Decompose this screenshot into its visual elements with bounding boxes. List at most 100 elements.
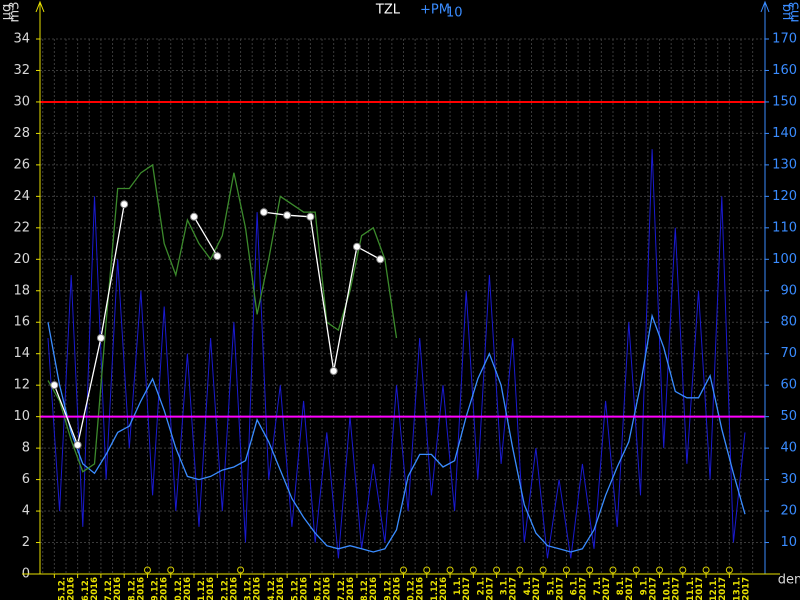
- x-tick-date: 24.12.: [267, 577, 277, 600]
- x-tick-year: 2017: [555, 577, 565, 600]
- x-tick-year: 2016: [229, 577, 239, 600]
- x-tick-year: 2017: [532, 577, 542, 600]
- y2-tick-label: 40: [780, 441, 797, 456]
- missing-marker: [679, 566, 687, 574]
- daily-point: [329, 367, 338, 376]
- missing-marker: [632, 566, 640, 574]
- y2-tick-label: 120: [772, 189, 797, 204]
- x-tick-label: 11.1. 2017: [686, 577, 705, 600]
- x-tick-label: 31.12. 2016: [430, 577, 449, 600]
- x-tick-label: 16.12. 2016: [81, 577, 100, 600]
- daily-point: [306, 212, 315, 221]
- x-tick-label: 1.1. 2017: [453, 577, 472, 600]
- x-tick-date: 23.12.: [244, 577, 254, 600]
- x-tick-year: 2017: [695, 577, 705, 600]
- x-tick-date: 20.12.: [174, 577, 184, 600]
- x-tick-year: 2017: [602, 577, 612, 600]
- x-tick-date: 18.12.: [127, 577, 137, 600]
- y2-tick-label: 50: [780, 409, 797, 424]
- y2-tick-label: 70: [780, 346, 797, 361]
- x-tick-label: 12.1. 2017: [709, 577, 728, 600]
- x-tick-date: 7.1.: [593, 577, 603, 595]
- y-tick-label: 30: [13, 94, 30, 109]
- x-tick-label: 24.12. 2016: [267, 577, 286, 600]
- x-label: den: [778, 573, 800, 588]
- x-tick-year: 2016: [369, 577, 379, 600]
- x-tick-label: 19.12. 2016: [151, 577, 170, 600]
- y-tick-label: 16: [13, 315, 30, 330]
- y-tick-label: 22: [13, 220, 30, 235]
- y2-tick-label: 160: [772, 63, 797, 78]
- missing-marker: [586, 566, 594, 574]
- x-tick-date: 25.12.: [290, 577, 300, 600]
- daily-point: [73, 440, 82, 449]
- y-tick-label: 32: [13, 63, 30, 78]
- x-tick-date: 5.1.: [546, 577, 556, 595]
- missing-marker: [237, 566, 245, 574]
- x-tick-label: 22.12. 2016: [220, 577, 239, 600]
- y2-tick-label: 20: [780, 504, 797, 519]
- series-line: [47, 163, 398, 473]
- daily-point: [96, 333, 105, 342]
- x-tick-label: 8.1. 2017: [616, 577, 635, 600]
- daily-point: [283, 211, 292, 220]
- daily-point: [259, 208, 268, 217]
- missing-marker: [423, 566, 431, 574]
- y-tick-label: 18: [13, 283, 30, 298]
- y2-tick-label: 80: [780, 315, 797, 330]
- x-tick-date: 3.1.: [500, 577, 510, 595]
- x-tick-label: 3.1. 2017: [500, 577, 519, 600]
- x-tick-year: 2016: [67, 577, 77, 600]
- x-tick-label: 7.1. 2017: [593, 577, 612, 600]
- missing-marker: [725, 566, 733, 574]
- x-tick-label: 29.12. 2016: [383, 577, 402, 600]
- x-tick-year: 2016: [276, 577, 286, 600]
- missing-marker: [562, 566, 570, 574]
- y-unit: m3: [8, 2, 23, 23]
- x-tick-label: 6.1. 2017: [570, 577, 589, 600]
- y-tick-label: 34: [13, 32, 30, 47]
- x-tick-year: 2017: [648, 577, 658, 600]
- x-tick-label: 28.12. 2016: [360, 577, 379, 600]
- missing-marker: [609, 566, 617, 574]
- x-tick-date: 6.1.: [570, 577, 580, 595]
- x-tick-date: 21.12.: [197, 577, 207, 600]
- x-tick-year: 2016: [206, 577, 216, 600]
- missing-marker: [143, 566, 151, 574]
- y2-tick-label: 110: [772, 220, 797, 235]
- x-tick-label: 18.12. 2016: [127, 577, 146, 600]
- y2-unit: m3: [788, 2, 800, 23]
- x-tick-date: 2.1.: [476, 577, 486, 595]
- x-tick-year: 2016: [346, 577, 356, 600]
- daily-point: [352, 242, 361, 251]
- x-tick-label: 20.12. 2016: [174, 577, 193, 600]
- y2-tick-label: 60: [780, 378, 797, 393]
- x-tick-year: 2016: [183, 577, 193, 600]
- y-tick-label: 2: [22, 535, 30, 550]
- missing-marker: [516, 566, 524, 574]
- y-tick-label: 14: [13, 346, 30, 361]
- x-tick-label: 27.12. 2016: [337, 577, 356, 600]
- x-tick-year: 2016: [323, 577, 333, 600]
- x-tick-date: 8.1.: [616, 577, 626, 595]
- y2-tick-label: 90: [780, 283, 797, 298]
- y2-unit: µg: [780, 4, 795, 21]
- x-tick-label: 15.12. 2016: [58, 577, 77, 600]
- x-tick-date: 29.12.: [383, 577, 393, 600]
- missing-marker: [702, 566, 710, 574]
- x-tick-year: 2016: [253, 577, 263, 600]
- daily-point: [120, 200, 129, 209]
- x-tick-date: 9.1.: [639, 577, 649, 595]
- x-tick-date: 16.12.: [81, 577, 91, 600]
- x-tick-year: 2017: [485, 577, 495, 600]
- y-tick-label: 10: [13, 409, 30, 424]
- x-tick-date: 11.1.: [686, 577, 696, 600]
- x-tick-label: 26.12. 2016: [314, 577, 333, 600]
- x-tick-label: 9.1. 2017: [639, 577, 658, 600]
- x-tick-year: 2016: [160, 577, 170, 600]
- y2-arrow: [760, 0, 770, 13]
- x-tick-label: 4.1. 2017: [523, 577, 542, 600]
- y-tick-label: 4: [22, 504, 30, 519]
- x-tick-label: 17.12. 2016: [104, 577, 123, 600]
- y-arrow: [35, 0, 45, 13]
